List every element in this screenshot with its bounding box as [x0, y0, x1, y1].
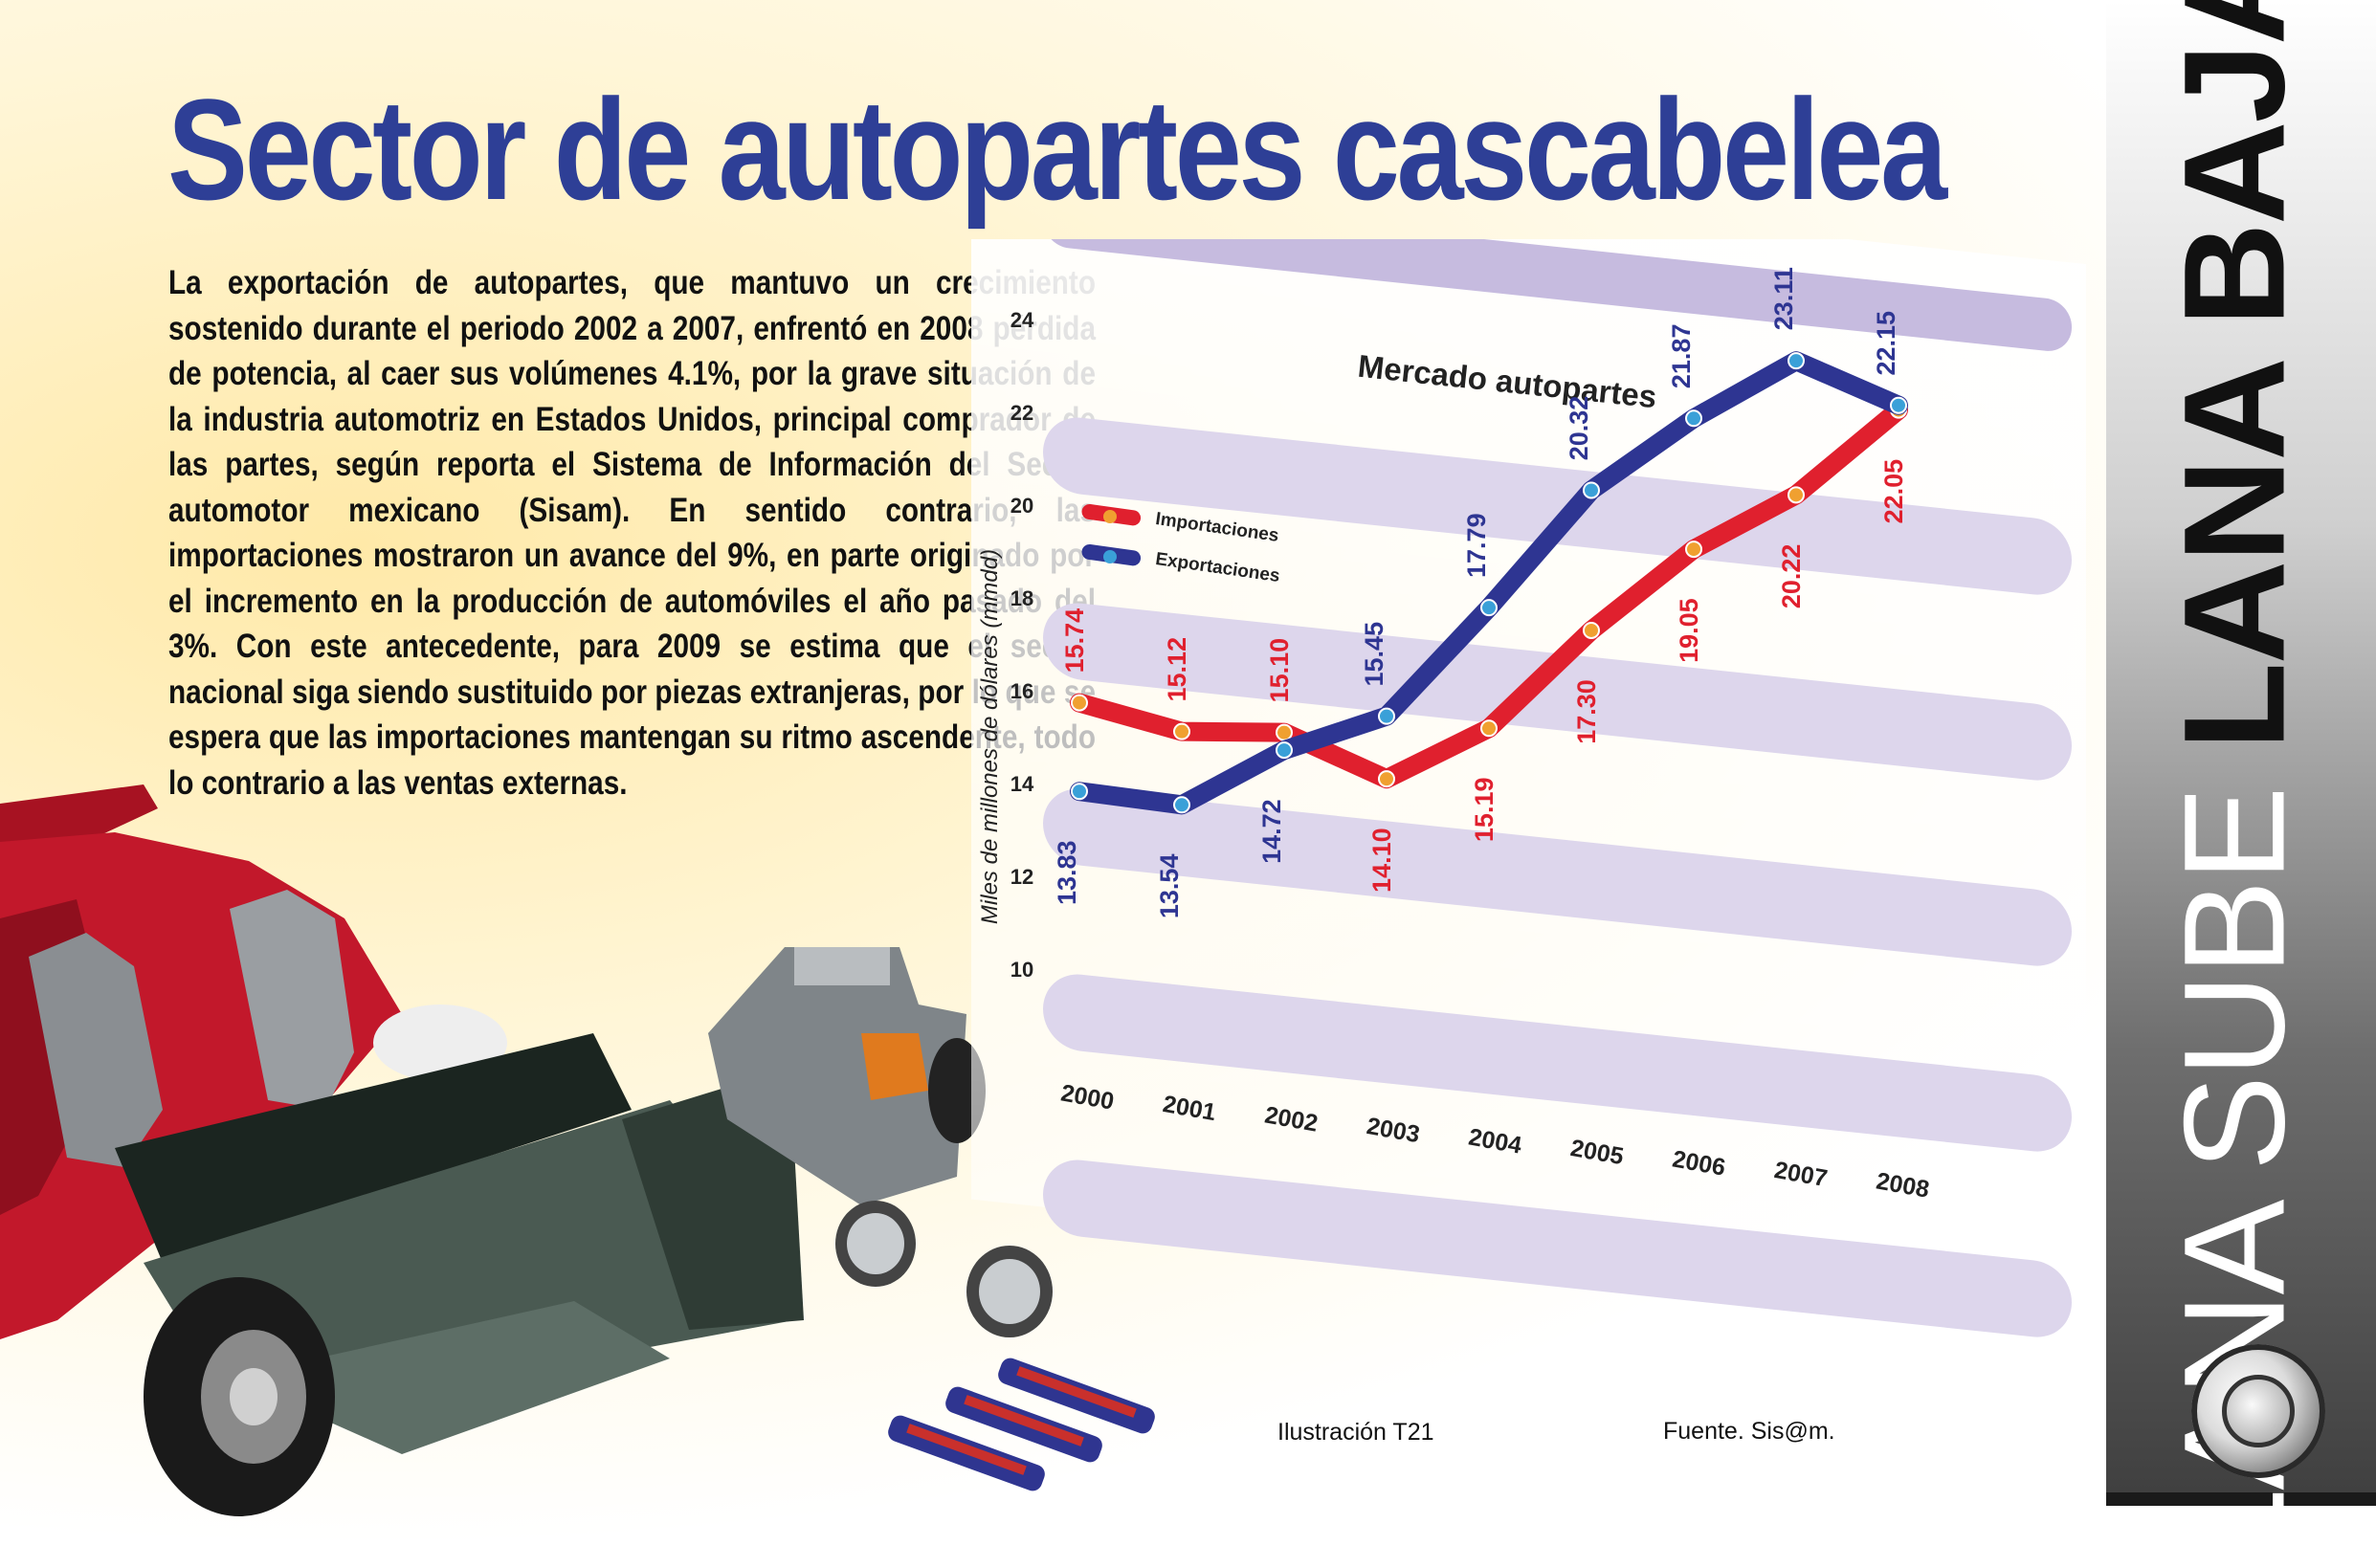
auto-parts-illustration [0, 784, 1155, 1516]
data-point [1276, 741, 1293, 760]
y-tick-label: 22 [1010, 401, 1033, 425]
y-tick-label: 16 [1010, 679, 1033, 703]
side-panel-base [2106, 1492, 2376, 1506]
section-logo-inner [2222, 1375, 2295, 1447]
data-point [1788, 486, 1805, 504]
illustration-credit: Ilustración T21 [1277, 1419, 1434, 1446]
data-point [1685, 409, 1702, 428]
chart-title-bar [1043, 239, 2072, 351]
data-point [1685, 541, 1702, 559]
data-point [1173, 722, 1190, 740]
y-tick-label: 10 [1010, 958, 1033, 982]
data-point [1378, 707, 1395, 725]
data-label: 20.22 [1777, 544, 1806, 609]
chart-band [1043, 788, 2072, 966]
side-title-bold: LANA BAJA [2153, 0, 2315, 750]
data-point [1071, 783, 1088, 801]
chart-band [1043, 603, 2072, 781]
data-point [1890, 396, 1907, 414]
y-tick-label: 24 [1010, 308, 1034, 332]
shock-absorbers [888, 1358, 1155, 1491]
article-body: La exportación de autopartes, que mantuv… [168, 264, 1096, 802]
data-point [1480, 719, 1498, 738]
data-label: 21.87 [1667, 324, 1696, 389]
data-label: 13.54 [1155, 854, 1184, 919]
y-axis-label: Miles de millones de dólares (mmdd) [977, 549, 1003, 924]
chart-band [1043, 1159, 2072, 1337]
y-tick-label: 12 [1010, 865, 1033, 889]
page-title: Sector de autopartes cascabelea [167, 69, 1947, 230]
chart-band [1043, 417, 2072, 595]
data-label: 15.74 [1060, 608, 1089, 674]
car-seat-right [230, 890, 354, 1110]
data-point [1480, 599, 1498, 617]
data-point [1173, 796, 1190, 814]
data-label: 15.10 [1265, 638, 1294, 703]
data-point [1583, 621, 1600, 639]
legend-marker [1103, 510, 1117, 523]
source-credit: Fuente. Sis@m. [1663, 1418, 1835, 1445]
data-label: 20.32 [1565, 396, 1593, 461]
y-tick-label: 14 [1010, 772, 1034, 796]
data-label: 17.79 [1462, 513, 1491, 578]
data-point [1276, 723, 1293, 741]
y-tick-label: 18 [1010, 586, 1033, 610]
data-label: 13.83 [1053, 840, 1081, 905]
data-label: 17.30 [1572, 679, 1601, 744]
side-panel [2106, 0, 2376, 1502]
engine-block [708, 947, 966, 1205]
y-tick-label: 20 [1010, 494, 1033, 518]
data-label: 15.45 [1360, 622, 1388, 687]
side-section-title: LANA SUBE LANA BAJA [2152, 0, 2318, 1568]
data-label: 15.12 [1163, 637, 1191, 702]
data-label: 22.15 [1872, 311, 1900, 376]
data-point [1788, 352, 1805, 370]
data-label: 19.05 [1675, 598, 1703, 663]
car-seat-left [29, 933, 163, 1167]
car-chassis [115, 1033, 632, 1263]
data-label: 14.10 [1367, 828, 1396, 893]
chart-band [1043, 974, 2072, 1152]
data-point [1583, 481, 1600, 499]
data-label: 23.11 [1769, 267, 1798, 330]
data-label: 15.19 [1470, 777, 1499, 842]
data-point [1071, 694, 1088, 712]
data-point [1378, 770, 1395, 788]
legend-marker [1103, 550, 1117, 563]
data-label: 22.05 [1879, 459, 1908, 524]
data-label: 14.72 [1257, 799, 1286, 864]
